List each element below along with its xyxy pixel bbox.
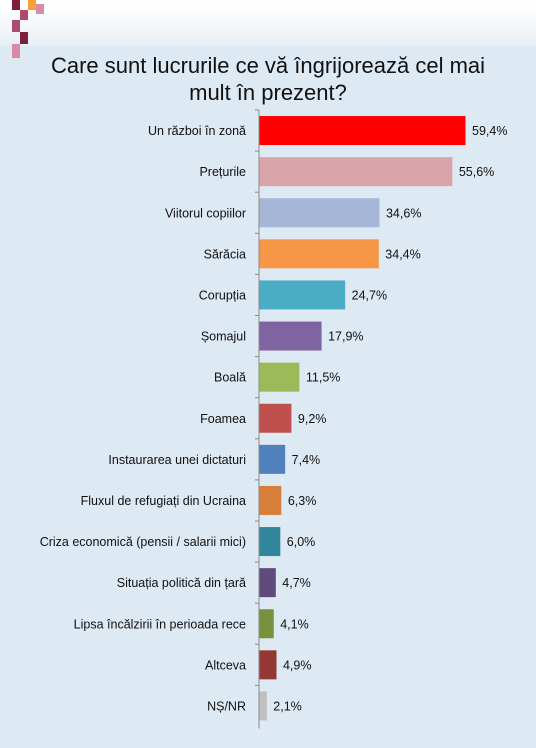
data-label: 34,6%	[386, 206, 421, 220]
data-label: 7,4%	[292, 453, 321, 467]
chart-title: Care sunt lucrurile ce vă îngrijorează c…	[50, 53, 486, 105]
category-label: Foamea	[200, 412, 246, 426]
bar-4	[259, 280, 346, 310]
bar-2	[259, 198, 380, 228]
category-label: Prețurile	[199, 165, 246, 179]
header-band	[0, 0, 536, 46]
data-label: 55,6%	[459, 165, 494, 179]
data-label: 6,0%	[287, 535, 316, 549]
bar-11	[259, 568, 276, 598]
bar-13	[259, 650, 277, 680]
bar-3	[259, 239, 379, 269]
category-label: Fluxul de refugiați din Ucraina	[81, 494, 246, 508]
data-label: 2,1%	[273, 699, 302, 713]
category-label: Criza economică (pensii / salarii mici)	[40, 535, 246, 549]
category-label: Situația politică din țară	[117, 576, 246, 590]
data-label: 11,5%	[306, 371, 341, 385]
data-label: 17,9%	[328, 330, 363, 344]
bar-8	[259, 444, 286, 474]
data-label: 6,3%	[288, 494, 317, 508]
bar-12	[259, 609, 274, 639]
category-label: Șomajul	[201, 330, 246, 344]
category-label: Lipsa încălzirii în perioada rece	[74, 617, 246, 631]
category-label: Viitorul copiilor	[165, 206, 246, 220]
data-label: 4,9%	[283, 658, 312, 672]
bar-9	[259, 485, 282, 515]
bar-14	[259, 691, 267, 721]
data-label: 4,1%	[280, 617, 309, 631]
bar-7	[259, 403, 292, 433]
bar-0	[259, 116, 466, 146]
bar-5	[259, 321, 322, 351]
data-label: 34,4%	[385, 247, 420, 261]
data-label: 4,7%	[282, 576, 311, 590]
bar-10	[259, 527, 281, 557]
data-label: 24,7%	[352, 288, 387, 302]
category-label: Sărăcia	[204, 247, 246, 261]
category-label: Altceva	[205, 658, 246, 672]
category-label: Corupția	[199, 288, 246, 302]
bar-6	[259, 362, 300, 392]
category-label: Boală	[214, 371, 246, 385]
category-label: Un război în zonă	[148, 124, 246, 138]
logo-squares-icon	[12, 0, 44, 58]
data-label: 9,2%	[298, 412, 327, 426]
category-label: Instaurarea unei dictaturi	[108, 453, 246, 467]
data-label: 59,4%	[472, 124, 507, 138]
category-label: NȘ/NR	[207, 699, 246, 713]
bar-1	[259, 157, 453, 187]
